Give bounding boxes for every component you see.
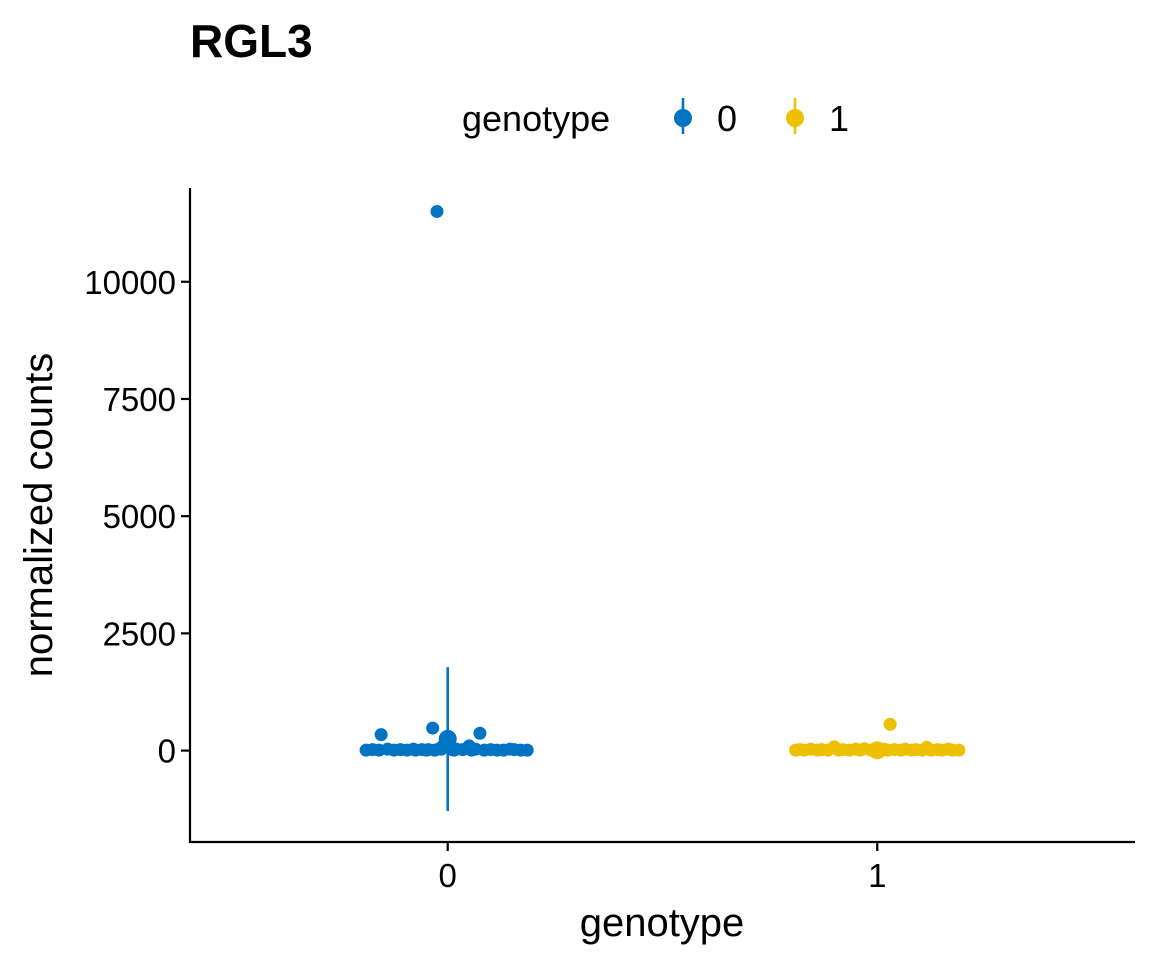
y-tick-label: 7500 <box>103 381 176 418</box>
legend-key-point <box>786 109 804 127</box>
chart-title: RGL3 <box>190 15 313 67</box>
data-point <box>883 717 897 731</box>
legend-key-point <box>674 109 692 127</box>
legend-label: 1 <box>829 98 849 139</box>
y-tick-label: 5000 <box>103 498 176 535</box>
summary-mean-point <box>868 741 887 760</box>
y-tick-label: 10000 <box>84 264 176 301</box>
legend-title: genotype <box>462 98 610 139</box>
summary-mean-point <box>438 729 457 748</box>
y-ticks: 0 2500 5000 7500 10000 <box>84 264 190 770</box>
y-tick-label: 2500 <box>103 615 176 652</box>
axes <box>188 188 1135 844</box>
data-point <box>473 726 487 740</box>
legend: genotype 0 1 <box>462 98 849 139</box>
x-axis-title: genotype <box>580 901 745 945</box>
legend-label: 0 <box>717 98 737 139</box>
data-point <box>952 743 966 757</box>
points-layer <box>359 204 966 757</box>
data-point <box>520 743 534 757</box>
x-tick-label: 0 <box>439 857 457 894</box>
data-point <box>374 728 388 742</box>
x-tick-label: 1 <box>868 857 886 894</box>
y-axis-title: normalized counts <box>17 353 61 678</box>
data-point <box>430 204 444 218</box>
data-point <box>426 721 440 735</box>
summary-layer <box>438 667 887 812</box>
y-tick-label: 0 <box>158 733 176 770</box>
